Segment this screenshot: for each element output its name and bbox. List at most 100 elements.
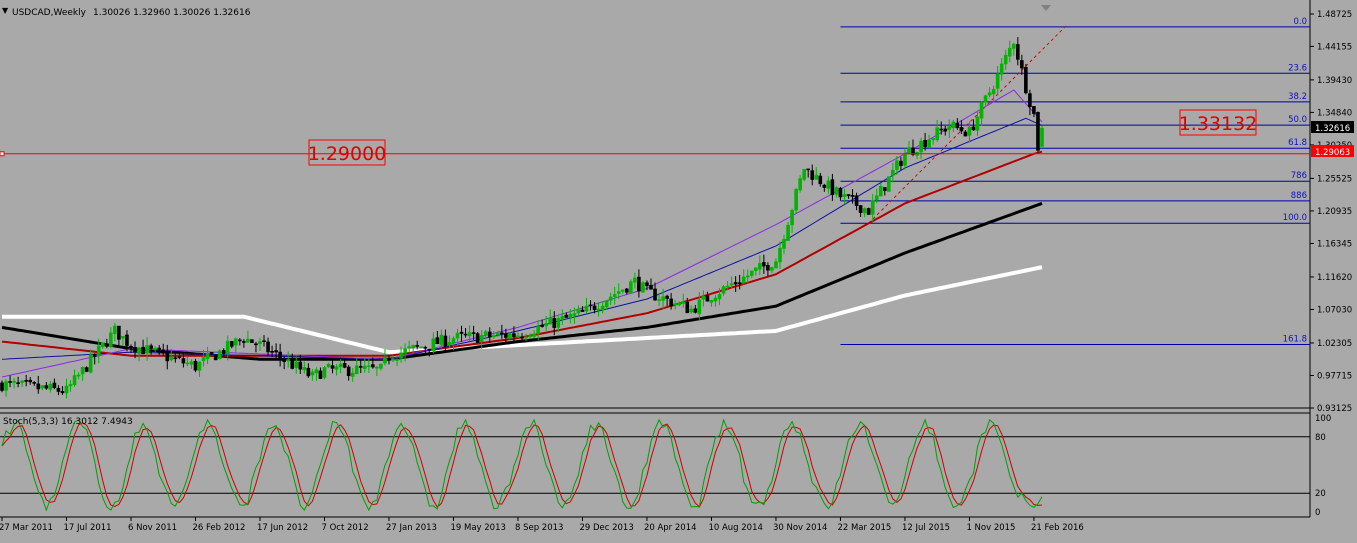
stoch-header: Stoch(5,3,3) 16.3012 7.4943 — [3, 417, 133, 427]
fib-level-label: 161.8 — [1283, 335, 1307, 345]
candle-body — [987, 92, 992, 96]
candle-body — [201, 357, 206, 362]
candle-body — [669, 298, 673, 307]
candle-body — [733, 282, 738, 285]
candle-body — [612, 294, 617, 297]
time-tick-label: 1 Nov 2015 — [966, 523, 1015, 533]
candle-body — [725, 285, 730, 288]
candle-body — [520, 336, 524, 339]
candle-body — [109, 332, 113, 347]
candle-body — [221, 350, 226, 354]
candle-body — [157, 347, 162, 350]
candle-body — [262, 340, 266, 343]
candle-body — [270, 351, 274, 353]
stoch-main-line — [1, 418, 1043, 512]
candle-body — [32, 382, 37, 384]
shift-marker-icon[interactable] — [1041, 5, 1051, 11]
candle-body — [830, 179, 835, 196]
candle-body — [983, 95, 988, 103]
callout-left[interactable]: 1.29000 — [308, 139, 387, 166]
stoch-tick-label: 80 — [1315, 433, 1326, 443]
candle-body — [471, 332, 476, 334]
candle-body — [238, 339, 242, 342]
candle-body — [512, 333, 516, 338]
candle-body — [895, 160, 899, 170]
candle-body — [294, 361, 299, 368]
time-tick-label: 8 Sep 2013 — [515, 523, 563, 533]
candle-body — [774, 261, 778, 269]
stoch-tick-label: 20 — [1315, 489, 1326, 499]
line-price-marker: 1.29063 — [1311, 145, 1354, 158]
candle-body — [790, 209, 794, 226]
candle-body — [564, 314, 569, 318]
time-tick-label: 27 Jan 2013 — [386, 523, 437, 533]
time-tick-label: 22 Mar 2015 — [837, 523, 891, 533]
price-tick-label: 1.02305 — [1317, 339, 1352, 349]
candle-body — [737, 282, 742, 285]
price-tick-label: 0.93125 — [1317, 404, 1352, 414]
horizontal-line-1-29[interactable] — [0, 151, 1310, 157]
price-tick-label: 1.16345 — [1317, 239, 1352, 249]
candle-body — [36, 383, 41, 390]
time-scale: 27 Mar 2011 17 Jul 2011 6 Nov 2011 26 Feb 2… — [0, 517, 1084, 533]
candle-body — [645, 282, 649, 287]
candle-body — [318, 370, 323, 379]
candle-body — [947, 126, 952, 131]
candle-body — [8, 381, 12, 383]
candle-body — [572, 313, 577, 316]
moving-average-line — [1, 117, 1043, 360]
candle-body — [250, 339, 254, 343]
candle-body — [794, 189, 798, 211]
candle-body — [891, 169, 895, 176]
fibonacci-retracement[interactable]: 0.0 23.6 38.2 50.0 61.8 786 886 100.0 161.8 — [840, 17, 1310, 346]
candle-body — [887, 176, 891, 192]
price-tick-label: 1.20935 — [1317, 207, 1352, 217]
candle-body — [673, 303, 677, 305]
candle-body — [169, 356, 174, 361]
time-tick-label: 26 Feb 2012 — [192, 523, 245, 533]
candle-body — [338, 363, 343, 367]
candle-body — [379, 363, 383, 369]
candle-body — [88, 354, 93, 373]
candle-body — [387, 358, 391, 360]
candle-body — [435, 337, 440, 344]
candle-body — [544, 323, 548, 327]
candle-body — [1040, 127, 1044, 147]
candle-body — [415, 345, 419, 347]
candle-body — [189, 361, 194, 365]
horizontal-line-handle — [0, 151, 5, 157]
time-tick-label: 17 Jul 2011 — [63, 523, 111, 533]
fib-level-label: 886 — [1291, 191, 1307, 201]
candle-body — [999, 63, 1004, 75]
price-tick-label: 1.11620 — [1317, 273, 1352, 283]
candle-body — [129, 346, 133, 349]
candle-body — [677, 302, 682, 306]
candle-body — [717, 294, 722, 300]
moving-average-line — [1, 89, 1043, 378]
candle-body — [24, 380, 28, 382]
candle-body — [681, 301, 686, 304]
price-tick-label: 1.25525 — [1317, 174, 1352, 184]
candle-body — [330, 365, 335, 369]
callout-left-text: 1.29000 — [308, 143, 387, 165]
candle-body — [177, 356, 182, 358]
menu-triangle-icon[interactable]: ▼ — [2, 6, 9, 15]
candle-body — [354, 365, 359, 375]
candle-body — [1016, 44, 1020, 60]
candle-body — [693, 308, 698, 313]
price-tick-label: 1.39430 — [1317, 76, 1352, 86]
candle-body — [362, 365, 367, 369]
candle-body — [1024, 67, 1028, 94]
candle-body — [536, 326, 540, 335]
candle-body — [1020, 60, 1024, 69]
candle-body — [375, 366, 379, 369]
candle-body — [709, 300, 714, 303]
candle-body — [1003, 54, 1008, 65]
candle-body — [439, 334, 444, 345]
candle-body — [782, 239, 786, 249]
callout-right[interactable]: 1.33132 — [1179, 109, 1258, 136]
candle-body — [596, 308, 601, 311]
candle-body — [491, 335, 496, 338]
